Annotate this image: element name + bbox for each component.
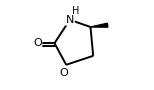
- Polygon shape: [91, 23, 108, 27]
- Text: N: N: [66, 15, 74, 25]
- Text: O: O: [60, 68, 68, 78]
- Text: H: H: [71, 6, 79, 16]
- Text: O: O: [33, 38, 42, 48]
- Text: N: N: [66, 15, 74, 25]
- Text: O: O: [33, 38, 42, 48]
- Text: O: O: [60, 68, 68, 78]
